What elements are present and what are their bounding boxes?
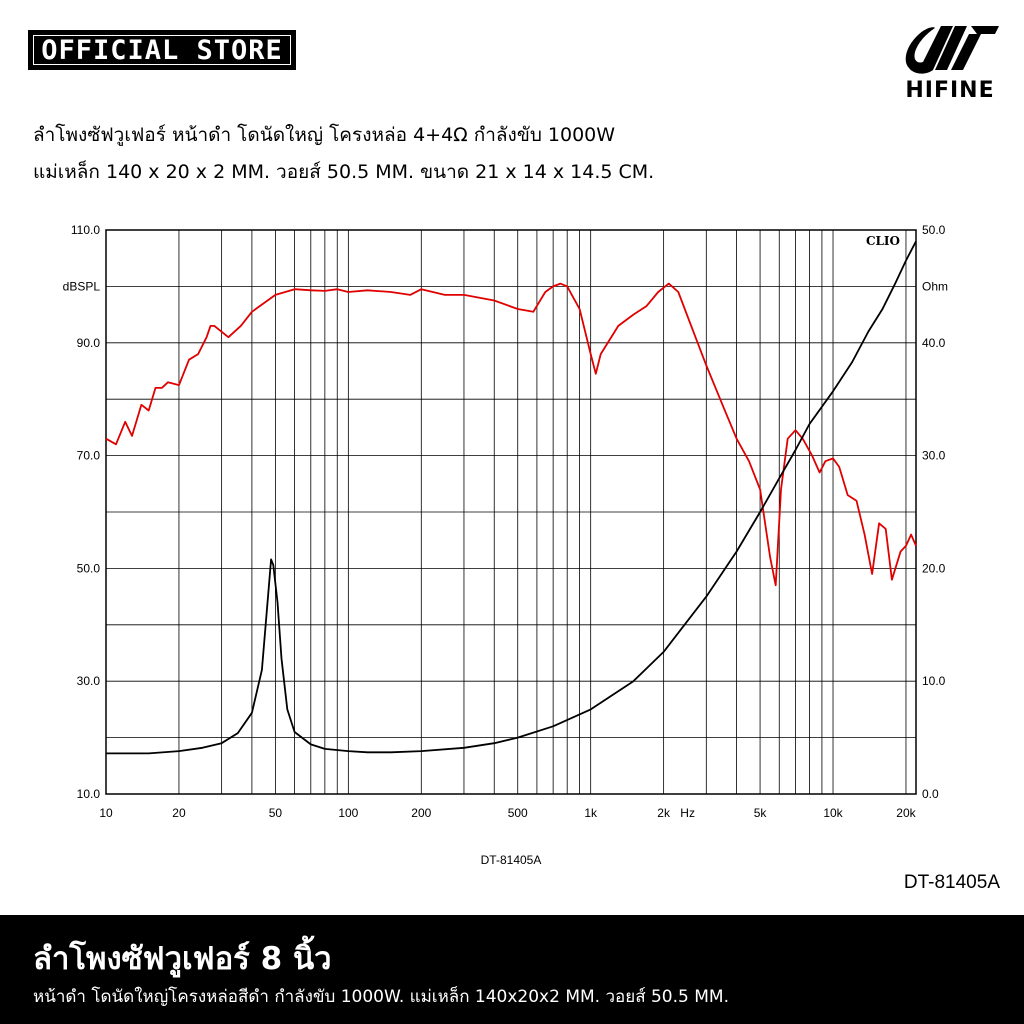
x-tick-label: 1k <box>584 806 598 820</box>
x-tick-label: 20k <box>896 806 916 820</box>
x-tick-label: 20 <box>172 806 186 820</box>
footer-title: ลำโพงซัฟวูเฟอร์ 8 นิ้ว <box>33 941 332 977</box>
y-left-tick-label: 30.0 <box>77 674 101 688</box>
y-right-tick-label: 40.0 <box>922 336 946 350</box>
y-left-tick-label: 50.0 <box>77 561 101 575</box>
y-left-tick-label: 10.0 <box>77 787 101 801</box>
x-unit-label: Hz <box>680 806 695 820</box>
frequency-response-chart: 10 20 50 100 200 500 1k 2k 5k 10k 20k Hz 110.0 90.0 70… <box>63 223 948 867</box>
plot-frame <box>105 229 917 795</box>
y-right-tick-label: 50.0 <box>922 223 946 237</box>
brand-logo-mark-icon <box>905 26 999 74</box>
y-right-tick-label: 0.0 <box>922 787 939 801</box>
description-line-1: ลำโพงซัฟวูเฟอร์ หน้าดำ โดนัดใหญ่ โครงหล่… <box>33 124 616 146</box>
model-number: DT-81405A <box>903 872 1000 893</box>
x-tick-label: 500 <box>508 806 528 820</box>
spl-response-curve <box>105 282 917 587</box>
official-store-badge: OFFICIAL STORE <box>28 30 296 70</box>
y-right-tick-label: 20.0 <box>922 561 946 575</box>
y-left-tick-label: 110.0 <box>71 223 100 237</box>
y-left-tick-label: 90.0 <box>77 336 101 350</box>
x-tick-label: 10k <box>823 806 843 820</box>
brand-logo: HIFINE <box>895 18 1005 108</box>
brand-logo-text: HIFINE <box>905 78 995 103</box>
chart-axis-labels: 10 20 50 100 200 500 1k 2k 5k 10k 20k Hz 110.0 90.0 70… <box>63 223 948 820</box>
y-right-unit-label: Ohm <box>922 279 948 293</box>
chart-brand-label: CLIO <box>866 234 900 248</box>
footer-banner: ลำโพงซัฟวูเฟอร์ 8 นิ้ว หน้าดำ โดนัดใหญ่โ… <box>0 915 1024 1024</box>
x-tick-label: 50 <box>269 806 283 820</box>
x-tick-label: 5k <box>754 806 768 820</box>
chart-series-layer <box>105 240 917 755</box>
y-left-tick-label: 70.0 <box>77 449 101 463</box>
footer-subtitle: หน้าดำ โดนัดใหญ่โครงหล่อสีดำ กำลังขับ 10… <box>33 987 729 1007</box>
x-tick-label: 10 <box>99 806 113 820</box>
chart-grid <box>106 230 916 794</box>
impedance-curve <box>106 240 917 755</box>
badge-inner-border <box>33 35 291 65</box>
x-tick-label: 100 <box>338 806 358 820</box>
description-line-2: แม่เหล็ก 140 x 20 x 2 MM. วอยส์ 50.5 MM.… <box>33 161 655 183</box>
x-tick-label: 2k <box>657 806 671 820</box>
x-tick-label: 200 <box>411 806 431 820</box>
y-right-tick-label: 30.0 <box>922 449 946 463</box>
chart-caption: DT-81405A <box>481 853 542 867</box>
y-right-tick-label: 10.0 <box>922 674 946 688</box>
y-left-unit-label: dBSPL <box>63 279 101 293</box>
badge-text: OFFICIAL STORE <box>41 34 283 66</box>
